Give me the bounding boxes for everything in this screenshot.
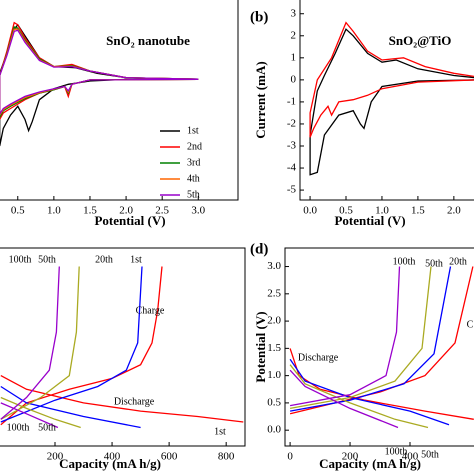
panel-label: (b)	[250, 9, 268, 25]
x-tick-label: 1.5	[411, 205, 425, 217]
y-tick-label: 1.0	[267, 369, 281, 381]
curve-label: Charge	[136, 305, 165, 316]
y-tick-label: -1	[287, 95, 296, 107]
x-tick-label: 2.0	[119, 205, 133, 217]
x-tick-label: 1.0	[375, 205, 389, 217]
curve	[289, 369, 399, 429]
curve-label: 100th	[393, 256, 416, 267]
x-axis-title: Potential (V)	[334, 213, 405, 228]
panel-title: SnO₂ nanotube	[106, 33, 190, 48]
curve-label: 1st	[214, 426, 226, 437]
curve	[0, 385, 141, 429]
x-tick-label: 200	[47, 451, 64, 463]
y-axis-title: Current (mA)	[253, 61, 268, 138]
curve-label: 20th	[95, 254, 113, 265]
x-tick-label: 2.0	[447, 205, 461, 217]
curve	[0, 266, 60, 420]
curve-label: 50th	[425, 258, 443, 269]
curve	[0, 396, 81, 429]
plot-frame	[299, 0, 474, 201]
curve	[0, 266, 143, 423]
x-tick-label: 0.5	[11, 205, 25, 217]
plot-frame	[284, 247, 474, 447]
x-tick-label: 0.5	[339, 205, 353, 217]
curve-label: 1st	[130, 254, 142, 265]
legend-label: 2nd	[187, 141, 202, 152]
x-tick-label: 2.5	[155, 205, 169, 217]
y-tick-label: 3	[291, 7, 297, 19]
y-tick-label: 2	[291, 29, 297, 41]
y-tick-label: 1.5	[267, 342, 281, 354]
x-tick-label: 0	[287, 451, 293, 463]
x-tick-label: 3.0	[191, 205, 205, 217]
y-tick-label: 2.0	[267, 315, 281, 327]
y-tick-label: 0	[291, 73, 297, 85]
legend-label: 5th	[187, 189, 200, 200]
curve-label: Discharge	[298, 352, 339, 363]
plot-lines	[0, 21, 199, 147]
curve	[0, 29, 199, 115]
curve	[289, 266, 432, 410]
plot-lines	[309, 21, 474, 176]
y-tick-label: 3.0	[267, 260, 281, 272]
x-axis-title: Capacity (mA h/g)	[59, 456, 161, 471]
y-tick-label: -4	[287, 162, 297, 174]
x-tick-label: 400	[402, 451, 419, 463]
x-tick-label: 600	[161, 451, 178, 463]
plot-frame	[0, 0, 239, 201]
y-tick-label: -3	[287, 140, 297, 152]
curve-label: 50th	[38, 422, 56, 433]
curve-label: 100th	[7, 422, 30, 433]
curve	[289, 358, 450, 426]
curve	[0, 375, 244, 423]
y-tick-label: 0.5	[267, 396, 281, 408]
y-tick-label: 0.0	[267, 424, 281, 436]
plot-frame	[0, 247, 246, 447]
curve-label: 50th	[421, 449, 439, 460]
x-axis-title: Capacity (mA h/g)	[319, 456, 421, 471]
curve	[289, 364, 429, 429]
x-tick-label: 1.0	[47, 205, 61, 217]
x-tick-label: 200	[342, 451, 359, 463]
legend-label: 1st	[187, 125, 199, 136]
curve	[289, 266, 474, 415]
plot-lines	[289, 266, 474, 429]
x-tick-label: 400	[104, 451, 121, 463]
plot-lines	[0, 266, 244, 429]
x-tick-label: 0.0	[303, 205, 317, 217]
curve-label: 100th	[9, 254, 32, 265]
curve	[289, 266, 452, 412]
curve	[0, 402, 59, 429]
curve	[309, 21, 474, 138]
x-axis-title: Potential (V)	[94, 213, 165, 228]
legend-label: 4th	[187, 173, 200, 184]
panel-label: (d)	[250, 241, 268, 257]
curve-label: 100th	[385, 446, 408, 457]
y-axis-title: Potential (V)	[253, 311, 268, 382]
curve-label: Discharge	[114, 396, 155, 407]
x-tick-label: 1.5	[83, 205, 97, 217]
curve-label: C	[467, 319, 474, 330]
curve-label: 50th	[38, 254, 56, 265]
y-tick-label: 1	[291, 51, 297, 63]
panel-title: SnO₂@TiO	[389, 33, 452, 48]
x-tick-label: 800	[218, 451, 235, 463]
legend-label: 3rd	[187, 157, 200, 168]
curve-label: 20th	[449, 256, 467, 267]
y-tick-label: 2.5	[267, 287, 281, 299]
y-tick-label: -5	[287, 184, 297, 196]
curve	[0, 266, 80, 420]
y-tick-label: -2	[287, 117, 296, 129]
